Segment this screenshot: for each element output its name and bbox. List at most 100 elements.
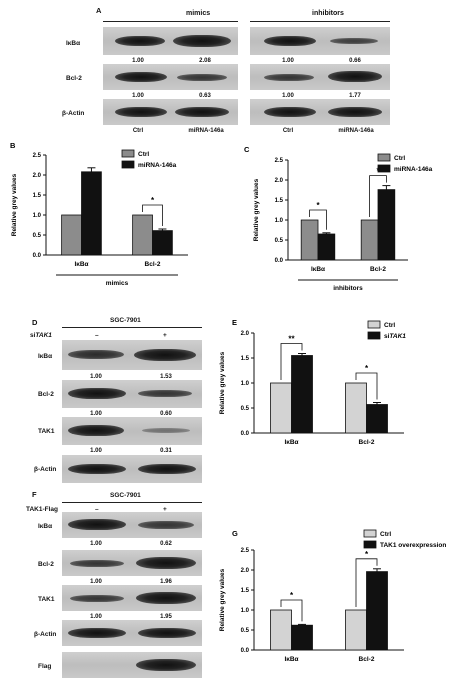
blot-band (175, 107, 229, 117)
blot-band (264, 36, 316, 46)
treatment-label: siTAK1 (30, 332, 52, 339)
blot-band (70, 560, 124, 567)
cell-line-rule (62, 502, 202, 503)
blot-band (68, 425, 124, 436)
legend-label: miRNA-146a (394, 166, 433, 173)
blot-value: 1.00 (90, 579, 102, 585)
y-tick-label: 0.0 (241, 648, 250, 654)
legend-swatch (121, 149, 135, 158)
blot-label: Bcl-2 (38, 561, 54, 568)
x-tick-label: IκBα (311, 266, 325, 273)
blot-band (68, 519, 126, 530)
y-tick-label: 1.0 (241, 381, 250, 387)
blot-label: β-Actin (62, 110, 85, 117)
x-tick-label: Bcl-2 (359, 439, 375, 446)
legend-swatch (121, 160, 135, 169)
blot-value: 1.00 (282, 93, 294, 99)
legend-label: Ctrl (380, 531, 391, 538)
legend-swatch (377, 164, 391, 173)
y-tick-label: 2.0 (275, 178, 284, 184)
y-axis-label: Relative grey values (219, 568, 226, 631)
bar (132, 214, 153, 256)
blot-label: Flag (38, 663, 52, 670)
blot-band (142, 428, 190, 433)
y-tick-label: 1.5 (241, 356, 250, 362)
y-axis-label: Relative grey values (253, 178, 260, 241)
blot-label: Bcl-2 (38, 391, 54, 398)
blot-strip (103, 64, 238, 90)
blot-value: 0.66 (349, 58, 361, 64)
y-tick-label: 0.5 (275, 238, 284, 244)
x-tick-label: Bcl-2 (370, 266, 386, 273)
blot-strip (62, 620, 202, 646)
blot-band (136, 659, 196, 671)
blot-value: 0.63 (199, 93, 211, 99)
blot-band (136, 592, 196, 604)
bar (270, 382, 292, 434)
blot-value: 0.60 (160, 411, 172, 417)
blot-band (264, 74, 314, 81)
y-tick-label: 0.0 (275, 258, 284, 264)
blot-label: IκBα (66, 40, 81, 47)
blot-band (115, 107, 167, 117)
legend-label: TAK1 overexpression (380, 542, 446, 549)
significance-mark: * (290, 591, 294, 600)
lane-sign: – (95, 332, 99, 339)
blot-value: 1.00 (90, 411, 102, 417)
blot-label: IκBα (38, 523, 53, 530)
y-tick-label: 1.0 (241, 608, 250, 614)
blot-strip (62, 417, 202, 445)
lane-label: miRNA-146a (188, 128, 224, 134)
panel-letter-d: D (32, 318, 38, 327)
x-tick-label: Bcl-2 (145, 261, 161, 268)
lane-label: Ctrl (132, 128, 144, 134)
blot-band (68, 388, 126, 399)
y-tick-label: 2.5 (241, 548, 250, 554)
panel-letter-a: A (96, 6, 102, 15)
legend-swatch (363, 529, 377, 538)
cell-line-label: SGC-7901 (110, 492, 141, 499)
x-tick-label: IκBα (284, 439, 298, 446)
y-tick-label: 1.0 (275, 218, 284, 224)
blot-label: IκBα (38, 353, 53, 360)
significance-bracket (142, 204, 163, 226)
blot-value: 1.96 (160, 579, 172, 585)
blot-value: 2.08 (199, 58, 211, 64)
blot-band (68, 464, 126, 474)
legend-label: Ctrl (384, 322, 395, 329)
chart-e: E Relative grey values 0.0 0.5 1.0 1.5 2.0 IκBα… (219, 318, 406, 446)
blot-band (115, 72, 167, 82)
panel-letter: B (10, 141, 16, 150)
blot-value: 0.31 (160, 448, 172, 454)
y-tick-label: 1.0 (33, 213, 42, 219)
bar (366, 404, 388, 434)
blot-strip (62, 512, 202, 538)
lane-sign: + (163, 506, 167, 513)
significance-bracket (280, 343, 303, 380)
blot-label: β-Actin (34, 631, 57, 638)
legend-swatch (367, 331, 381, 340)
y-axis-label: Relative grey values (219, 351, 226, 414)
cell-line-label: SGC-7901 (110, 317, 141, 324)
mimics-rule (103, 21, 238, 22)
chart-g: G Relative grey values 0.0 0.5 1.0 1.5 2.0 2.5 I… (219, 529, 446, 663)
blot-strip (103, 99, 238, 125)
significance-bracket (280, 599, 303, 622)
lane-sign: + (163, 332, 167, 339)
significance-bracket (355, 372, 378, 400)
significance-mark: * (316, 201, 320, 210)
y-tick-label: 2.5 (33, 153, 42, 159)
lane-label: Ctrl (282, 128, 294, 134)
inhibitors-rule (250, 21, 390, 22)
blot-band (138, 464, 196, 474)
blot-strip (62, 550, 202, 576)
legend-label: Ctrl (138, 151, 149, 158)
significance-bracket (309, 209, 327, 230)
legend-label: siTAK1 (384, 333, 406, 340)
y-tick-label: 1.5 (275, 198, 284, 204)
blot-label: Bcl-2 (66, 75, 82, 82)
bar (366, 571, 388, 651)
blot-value: 1.77 (349, 93, 361, 99)
blot-band (173, 35, 231, 47)
group-label-mimics: mimics (186, 10, 211, 17)
